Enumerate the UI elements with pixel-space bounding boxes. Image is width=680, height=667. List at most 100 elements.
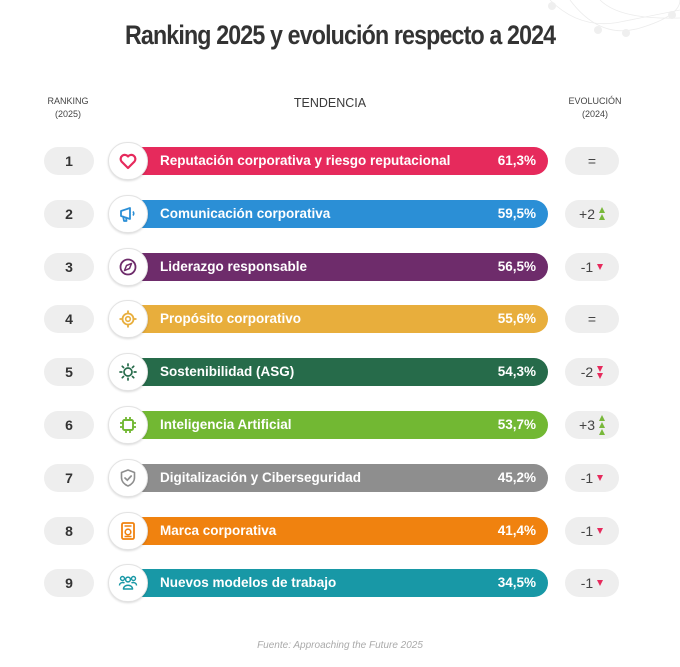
trend-label: Propósito corporativo	[160, 311, 302, 327]
arrow-down-icon	[597, 580, 604, 587]
sun-icon	[119, 363, 137, 382]
triangle-down-icon	[597, 372, 604, 379]
arrow-down-icon	[597, 263, 604, 270]
ranking-row: 8 Marca corporativa 41,4% -1	[0, 511, 680, 550]
trend-label: Comunicación corporativa	[160, 205, 331, 221]
triangle-down-icon	[597, 474, 604, 481]
triangle-down-icon	[597, 365, 604, 372]
trend-bar: Digitalización y Ciberseguridad 45,2%	[125, 463, 548, 492]
trend-bar: Propósito corporativo 55,6%	[125, 305, 548, 334]
decorative-network-pattern	[548, 0, 680, 37]
triangle-down-icon	[597, 527, 604, 534]
trend-icon-badge	[108, 194, 148, 233]
evolution-badge: -1	[565, 252, 619, 281]
ranking-row: 4 Propósito corporativo 55,6% =	[0, 300, 680, 339]
evolution-value: -1	[580, 258, 594, 275]
triangle-down-icon	[597, 580, 604, 587]
arrow-down-icon	[597, 527, 604, 534]
evolution-badge: -2	[565, 358, 619, 387]
rank-number: 9	[44, 569, 94, 598]
trend-value: 59,5%	[497, 205, 536, 221]
rank-number: 1	[44, 147, 94, 175]
evolution-badge: -1	[565, 463, 619, 492]
trend-bar: Marca corporativa 41,4%	[125, 516, 548, 545]
rank-number: 7	[44, 463, 94, 492]
trend-value: 55,6%	[497, 311, 536, 327]
rank-number: 3	[44, 252, 94, 281]
triangle-up-icon	[598, 429, 605, 435]
trend-bar: Comunicación corporativa 59,5%	[125, 199, 548, 228]
evolution-badge: +2	[565, 199, 619, 228]
trend-bar: Nuevos modelos de trabajo 34,5%	[125, 569, 548, 598]
trend-icon-badge	[108, 300, 148, 339]
evolution-header-line2: (2024)	[581, 109, 608, 119]
trend-icon-badge	[108, 247, 148, 286]
arrow-down-icon	[597, 474, 604, 481]
triangle-up-icon	[598, 415, 605, 421]
chip-icon	[120, 417, 136, 433]
evolution-badge: =	[565, 305, 619, 334]
ranking-header-line2: (2025)	[54, 109, 81, 119]
evolution-value: -1	[580, 575, 594, 592]
trend-label: Marca corporativa	[160, 522, 277, 538]
trend-value: 45,2%	[497, 469, 536, 485]
arrow-up-icon	[598, 415, 605, 436]
rank-number: 2	[44, 199, 94, 228]
trend-icon-badge	[108, 564, 148, 603]
triangle-up-icon	[598, 214, 605, 221]
trend-label: Digitalización y Ciberseguridad	[160, 469, 362, 485]
trend-value: 53,7%	[497, 417, 536, 432]
triangle-up-icon	[598, 207, 605, 214]
heart-icon	[119, 153, 137, 170]
ranking-row: 3 Liderazgo responsable 56,5% -1	[0, 247, 680, 286]
trend-bar: Reputación corporativa y riesgo reputaci…	[125, 147, 548, 175]
evolution-value: -1	[580, 522, 594, 539]
evolution-value: =	[587, 153, 597, 169]
trend-icon-badge	[108, 353, 148, 392]
page-title-wrap: Ranking 2025 y evolución respecto a 2024	[0, 20, 680, 51]
ranking-row: 7 Digitalización y Ciberseguridad 45,2% -1	[0, 458, 680, 497]
target-icon	[119, 310, 137, 328]
evolution-value: +3	[579, 417, 595, 433]
trend-icon-badge	[108, 511, 148, 550]
rank-number: 5	[44, 358, 94, 387]
ranking-row: 2 Comunicación corporativa 59,5% +2	[0, 194, 680, 233]
megaphone-icon	[120, 206, 135, 222]
trend-label: Nuevos modelos de trabajo	[160, 575, 337, 591]
trend-value: 61,3%	[497, 153, 536, 168]
ranking-row: 9 Nuevos modelos de trabajo 34,5% -1	[0, 564, 680, 603]
trend-value: 34,5%	[497, 575, 536, 591]
trend-icon-badge	[108, 406, 148, 444]
compass-icon	[119, 258, 137, 275]
trend-icon-badge	[108, 142, 148, 180]
evolution-value: -2	[580, 364, 594, 381]
rank-number: 8	[44, 516, 94, 545]
ranking-row: 1 Reputación corporativa y riesgo reputac…	[0, 142, 680, 180]
evolution-column-header: EVOLUCIÓN (2024)	[556, 95, 634, 121]
trend-value: 56,5%	[497, 258, 536, 274]
trend-label: Inteligencia Artificial	[160, 417, 292, 432]
trend-bar: Inteligencia Artificial 53,7%	[125, 411, 548, 439]
trend-value: 41,4%	[497, 522, 536, 538]
ranking-row: 6 Inteligencia Artificial 53,7% +3	[0, 406, 680, 444]
ranking-row: 5 Sostenibilidad (ASG) 54,3% -2	[0, 353, 680, 392]
trend-label: Liderazgo responsable	[160, 258, 308, 274]
evolution-header-line1: EVOLUCIÓN	[568, 96, 622, 106]
ranking-header-line1: RANKING	[47, 96, 89, 106]
arrow-up-icon	[598, 207, 605, 221]
evolution-value: +2	[579, 205, 595, 222]
evolution-badge: -1	[565, 569, 619, 598]
arrow-down-icon	[597, 365, 604, 379]
trend-value: 54,3%	[497, 364, 536, 380]
shield-check-icon	[120, 468, 136, 487]
triangle-up-icon	[598, 422, 605, 428]
rank-number: 4	[44, 305, 94, 334]
page-title: Ranking 2025 y evolución respecto a 2024	[124, 20, 556, 50]
trend-bar: Sostenibilidad (ASG) 54,3%	[125, 358, 548, 387]
team-icon	[118, 576, 138, 591]
trend-label: Reputación corporativa y riesgo reputaci…	[160, 153, 451, 168]
evolution-badge: =	[565, 147, 619, 175]
rank-number: 6	[44, 411, 94, 439]
triangle-down-icon	[597, 263, 604, 270]
evolution-badge: +3	[565, 411, 619, 439]
